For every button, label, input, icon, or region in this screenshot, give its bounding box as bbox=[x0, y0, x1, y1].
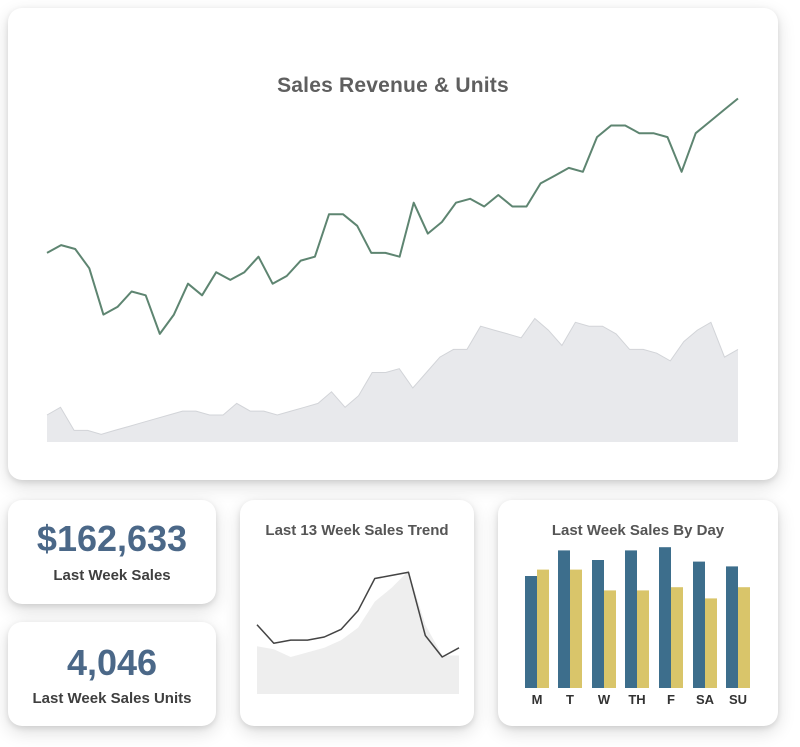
bar-sa-1 bbox=[693, 561, 705, 688]
trend-line bbox=[256, 571, 460, 658]
day-tick-label: TH bbox=[628, 692, 645, 707]
kpi-last-week-units: 4,046 Last Week Sales Units bbox=[8, 622, 216, 726]
kpi-units-value: 4,046 bbox=[66, 642, 158, 683]
chart-title: Sales Revenue & Units bbox=[277, 74, 509, 97]
day-tick-label: T bbox=[566, 692, 574, 707]
bar-t-1 bbox=[558, 550, 570, 688]
kpi-last-week-sales: $162,633 Last Week Sales bbox=[8, 500, 216, 604]
trend-chart bbox=[256, 570, 460, 694]
bar-m-1 bbox=[525, 576, 537, 688]
sales-by-day-chart: M T W TH F SA SU bbox=[525, 547, 750, 707]
revenue-line bbox=[46, 97, 739, 335]
bar-th-2 bbox=[637, 590, 649, 688]
bar-su-1 bbox=[726, 566, 738, 688]
units-area-outline bbox=[46, 317, 739, 435]
kpi-sales-label: Last Week Sales bbox=[53, 567, 171, 584]
bar-t-2 bbox=[570, 569, 582, 688]
bar-sa-2 bbox=[705, 598, 717, 688]
sales-by-day-card: Last Week Sales By Day M T W TH F SA SU bbox=[498, 500, 778, 726]
bar-f-2 bbox=[671, 587, 683, 688]
sales-revenue-card: Sales Revenue & Units bbox=[8, 8, 778, 480]
bar-th-1 bbox=[625, 550, 637, 688]
units-area bbox=[47, 318, 738, 442]
by-day-title: Last Week Sales By Day bbox=[551, 522, 725, 539]
bar-f-1 bbox=[659, 547, 671, 688]
day-tick-label: SU bbox=[729, 692, 747, 707]
trend-title: Last 13 Week Sales Trend bbox=[265, 522, 449, 539]
bar-su-2 bbox=[738, 587, 750, 688]
day-tick-label: SA bbox=[696, 692, 715, 707]
trend-area bbox=[257, 570, 459, 694]
day-tick-label: M bbox=[532, 692, 543, 707]
trend-card: Last 13 Week Sales Trend bbox=[240, 500, 474, 726]
kpi-units-label: Last Week Sales Units bbox=[32, 690, 192, 707]
kpi-sales-value: $162,633 bbox=[36, 518, 188, 559]
bar-m-2 bbox=[537, 569, 549, 688]
bar-w-2 bbox=[604, 590, 616, 688]
bar-w-1 bbox=[592, 560, 604, 688]
day-tick-label: W bbox=[598, 692, 611, 707]
day-tick-label: F bbox=[667, 692, 675, 707]
sales-revenue-chart bbox=[46, 97, 739, 442]
